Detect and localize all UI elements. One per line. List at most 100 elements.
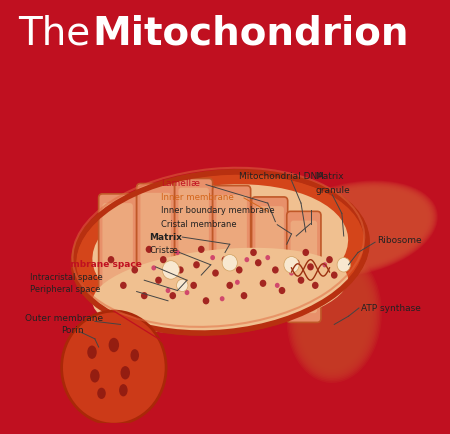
- FancyBboxPatch shape: [175, 178, 213, 312]
- Circle shape: [289, 270, 294, 276]
- Circle shape: [146, 246, 152, 253]
- Circle shape: [331, 272, 338, 279]
- Ellipse shape: [269, 181, 438, 277]
- Text: Matrix: Matrix: [149, 233, 182, 242]
- Circle shape: [297, 276, 304, 284]
- Circle shape: [62, 311, 166, 424]
- Circle shape: [236, 266, 243, 273]
- Text: Porin: Porin: [61, 326, 83, 335]
- Circle shape: [141, 292, 148, 299]
- Text: granule: granule: [315, 186, 350, 194]
- FancyBboxPatch shape: [137, 184, 175, 315]
- Circle shape: [340, 259, 347, 266]
- FancyBboxPatch shape: [256, 206, 284, 309]
- Circle shape: [151, 265, 156, 270]
- Ellipse shape: [130, 349, 139, 362]
- FancyBboxPatch shape: [213, 186, 251, 315]
- Circle shape: [326, 256, 333, 263]
- Circle shape: [279, 287, 285, 294]
- Circle shape: [272, 266, 279, 273]
- Circle shape: [266, 255, 270, 260]
- Text: Lamellæ: Lamellæ: [162, 180, 200, 188]
- Circle shape: [175, 250, 180, 255]
- Ellipse shape: [92, 248, 348, 333]
- Circle shape: [169, 292, 176, 299]
- Circle shape: [255, 259, 261, 266]
- Ellipse shape: [291, 254, 378, 378]
- Ellipse shape: [273, 184, 434, 274]
- FancyBboxPatch shape: [287, 211, 321, 322]
- Ellipse shape: [274, 184, 433, 273]
- Circle shape: [222, 256, 228, 263]
- Ellipse shape: [92, 184, 348, 315]
- Ellipse shape: [275, 186, 431, 272]
- Ellipse shape: [287, 250, 382, 383]
- Ellipse shape: [90, 369, 99, 382]
- Ellipse shape: [97, 388, 106, 399]
- Circle shape: [307, 263, 314, 270]
- Circle shape: [222, 254, 237, 271]
- Circle shape: [193, 261, 200, 268]
- FancyBboxPatch shape: [99, 194, 137, 320]
- Ellipse shape: [87, 345, 97, 359]
- Circle shape: [212, 270, 219, 276]
- Text: Mitochondrial DNA: Mitochondrial DNA: [239, 172, 324, 181]
- Circle shape: [275, 283, 279, 288]
- Circle shape: [108, 256, 114, 263]
- Text: Ribosome: Ribosome: [377, 236, 422, 245]
- Ellipse shape: [274, 185, 432, 273]
- Circle shape: [260, 279, 266, 287]
- Text: Inner membrane: Inner membrane: [162, 193, 234, 202]
- Ellipse shape: [270, 181, 437, 276]
- Ellipse shape: [119, 384, 128, 396]
- Ellipse shape: [289, 253, 379, 380]
- Circle shape: [155, 276, 162, 284]
- Text: ATP synthase: ATP synthase: [361, 304, 421, 313]
- Ellipse shape: [270, 182, 436, 276]
- FancyBboxPatch shape: [103, 203, 133, 311]
- Circle shape: [322, 262, 327, 267]
- Circle shape: [312, 282, 319, 289]
- Circle shape: [250, 249, 257, 256]
- Circle shape: [284, 256, 299, 273]
- Circle shape: [120, 282, 127, 289]
- Circle shape: [235, 279, 240, 285]
- FancyBboxPatch shape: [216, 195, 247, 306]
- Ellipse shape: [108, 338, 119, 352]
- Circle shape: [190, 282, 197, 289]
- Text: Cristal membrane: Cristal membrane: [162, 220, 237, 229]
- Circle shape: [244, 257, 249, 262]
- Text: Mitochondrion: Mitochondrion: [92, 15, 409, 53]
- Ellipse shape: [295, 259, 373, 374]
- Circle shape: [160, 256, 166, 263]
- Circle shape: [198, 246, 205, 253]
- Circle shape: [162, 261, 180, 279]
- Text: Outer membrane: Outer membrane: [25, 314, 103, 323]
- Text: Intermembrane space: Intermembrane space: [30, 260, 142, 269]
- Text: Peripheral space: Peripheral space: [30, 286, 101, 294]
- Circle shape: [293, 259, 300, 266]
- Circle shape: [184, 290, 189, 295]
- Circle shape: [226, 282, 233, 289]
- FancyBboxPatch shape: [252, 197, 288, 318]
- Circle shape: [241, 292, 248, 299]
- FancyBboxPatch shape: [179, 187, 209, 303]
- Circle shape: [176, 279, 188, 292]
- Circle shape: [131, 266, 138, 273]
- Text: Matrix: Matrix: [315, 172, 344, 181]
- Ellipse shape: [73, 172, 367, 333]
- Circle shape: [337, 258, 351, 272]
- Ellipse shape: [271, 183, 435, 275]
- Circle shape: [166, 288, 171, 293]
- Text: Intracristal space: Intracristal space: [30, 273, 103, 282]
- Text: Inner boundary membrane: Inner boundary membrane: [162, 206, 275, 215]
- Circle shape: [202, 297, 209, 304]
- Circle shape: [220, 296, 225, 301]
- Ellipse shape: [288, 251, 380, 381]
- Text: The: The: [18, 15, 103, 53]
- Ellipse shape: [121, 366, 130, 379]
- Circle shape: [210, 255, 215, 260]
- Circle shape: [177, 266, 184, 273]
- Circle shape: [302, 249, 309, 256]
- Ellipse shape: [292, 256, 376, 377]
